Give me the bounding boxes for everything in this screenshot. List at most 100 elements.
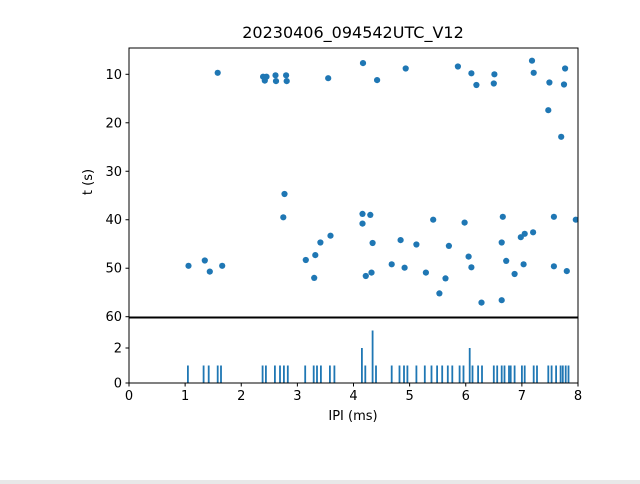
histogram-bar [286,365,289,383]
histogram-bar [406,365,409,383]
scatter-point [272,72,279,79]
scatter-point [283,72,290,79]
scatter-point [263,73,270,80]
ipi-histogram [128,316,579,384]
scatter-point [359,220,366,227]
histogram-bar [446,365,449,383]
scatter-point [560,81,568,88]
histogram-bar [403,365,405,383]
scatter-point [302,256,309,264]
scatter-point [272,78,280,85]
scatter-point [367,211,374,218]
scatter-point [374,77,381,84]
scatter-point [546,79,553,86]
scatter-point [445,242,452,249]
scatter-point [550,263,558,270]
y-tick-label: 30 [105,165,122,180]
y-tick-label: 10 [105,68,122,83]
y-tick-label: 50 [105,262,122,277]
scatter-plot-area [129,48,578,317]
histogram-bar [496,365,499,383]
y-axis-label: t (s) [81,169,96,195]
histogram-bar [415,365,418,383]
histogram-bar [187,365,189,383]
y-tick-label: 2 [114,342,122,357]
histogram-bar [521,365,523,383]
histogram-bar [550,365,553,383]
histogram-bar [361,348,363,383]
histogram-bar [561,365,564,383]
scatter-point [368,269,375,276]
histogram-bar [265,365,267,383]
scatter-points [185,57,578,306]
scatter-point [359,210,366,217]
scatter-plot [128,47,579,318]
histogram-bar [477,365,479,383]
histogram-bar [304,365,307,383]
scatter-point [461,219,468,226]
scatter-point [325,75,332,82]
scatter-point [280,214,287,221]
scatter-point [359,60,367,67]
scatter-point [388,261,395,268]
histogram-bar [481,365,483,383]
scatter-point [219,262,226,269]
histogram-bar [532,365,535,383]
histogram-bar [333,365,336,383]
y-tick-label: 0 [114,377,122,392]
scatter-point [422,269,429,276]
scatter-point [397,237,404,244]
x-tick-label: 2 [237,389,245,404]
scatter-point [468,70,475,77]
scatter-point [473,81,480,89]
histogram-bar [202,365,205,383]
histogram-bar [390,365,393,383]
scatter-point [442,275,449,282]
histogram-bar [398,365,401,383]
scatter-point [528,57,536,64]
histogram-bar [564,365,567,383]
x-tick-label: 5 [405,389,413,404]
histogram-bar [316,365,318,383]
scatter-point [369,239,376,247]
histogram-bar [492,365,495,383]
histogram-bar [375,365,377,383]
scatter-point [436,290,443,297]
histogram-bar [436,365,438,383]
histogram-bar [423,365,426,383]
scatter-point [430,216,437,223]
scatter-point [281,190,288,198]
scatter-point [283,78,290,85]
scatter-point [562,65,569,72]
histogram-bar [283,365,285,383]
scatter-point [362,272,369,280]
scatter-point [520,261,527,268]
scatter-point [311,274,318,281]
scatter-point [498,297,505,304]
histogram-bar [458,365,461,383]
histogram-bar [462,365,465,383]
scatter-point [478,299,485,306]
histogram-bar [471,365,474,383]
x-tick-label: 1 [181,389,189,404]
scatter-point [402,65,409,72]
scatter-point [312,252,319,259]
scatter-point [214,69,221,76]
histogram-bar [207,365,210,383]
scatter-point [530,229,537,236]
y-tick-label: 60 [105,310,122,325]
x-axis-label: IPI (ms) [328,409,377,424]
histogram-bar [364,365,367,383]
x-tick-label: 4 [349,389,357,404]
histogram-bar [441,365,444,383]
scatter-point [511,270,518,278]
histogram-bar [547,365,550,383]
scatter-point [491,71,498,78]
histogram-bar [320,365,322,383]
scatter-point [413,241,420,248]
histogram-bar [430,365,433,383]
scatter-point [572,216,578,223]
scatter-point [550,213,558,220]
histogram-bar [503,365,506,383]
